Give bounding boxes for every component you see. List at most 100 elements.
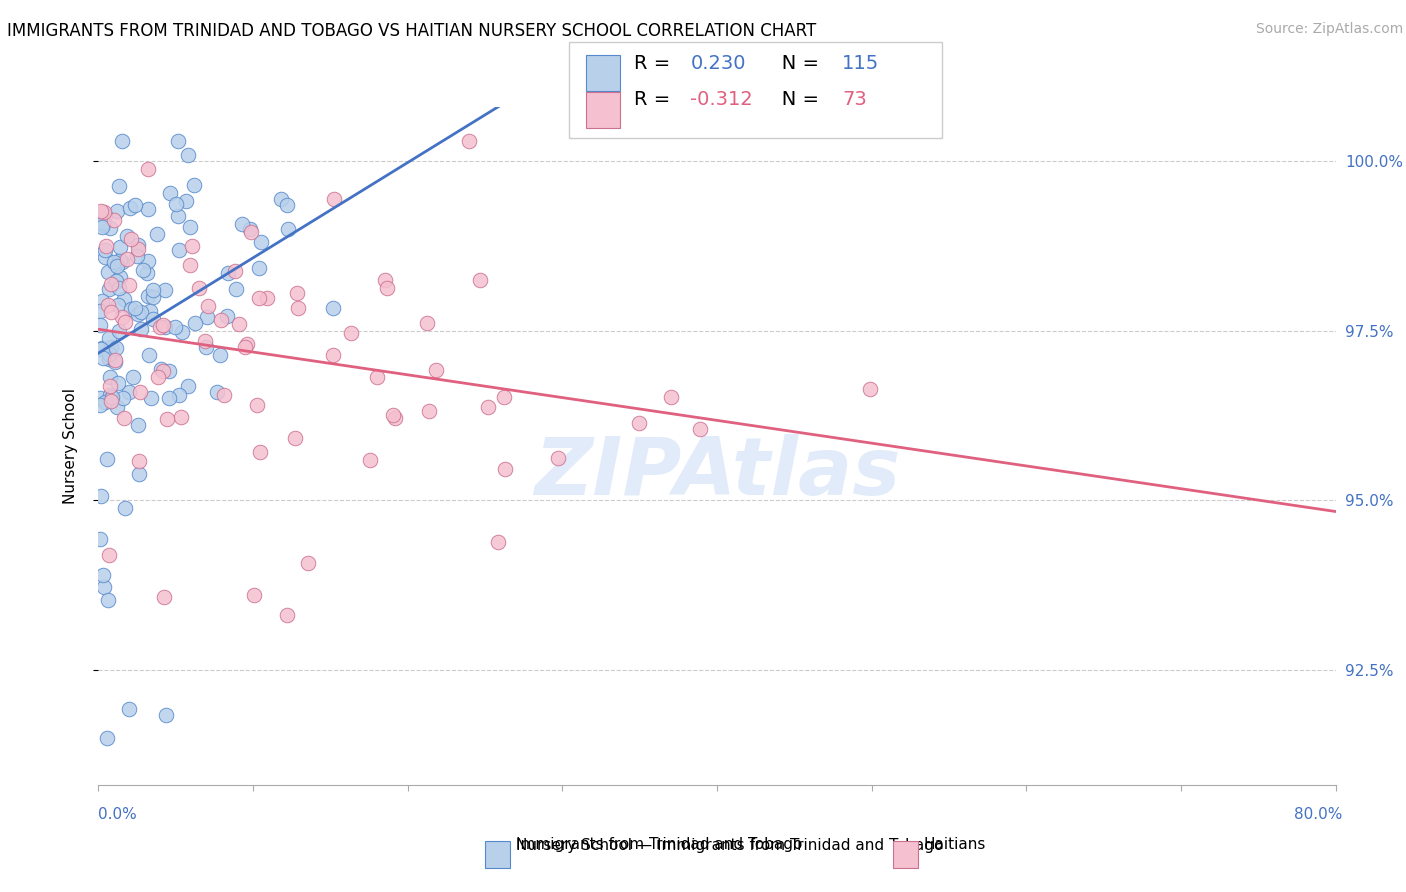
Text: IMMIGRANTS FROM TRINIDAD AND TOBAGO VS HAITIAN NURSERY SCHOOL CORRELATION CHART: IMMIGRANTS FROM TRINIDAD AND TOBAGO VS H… bbox=[7, 22, 817, 40]
Text: Source: ZipAtlas.com: Source: ZipAtlas.com bbox=[1256, 22, 1403, 37]
Point bbox=[94, 250, 117, 264]
Point bbox=[340, 326, 363, 341]
Point bbox=[111, 134, 134, 148]
Y-axis label: Nursery School: Nursery School bbox=[63, 388, 77, 504]
Point bbox=[128, 453, 150, 467]
Point bbox=[159, 186, 181, 201]
Point bbox=[96, 731, 118, 745]
Point bbox=[415, 316, 437, 330]
Point bbox=[225, 282, 247, 296]
Point bbox=[111, 255, 134, 269]
Point bbox=[93, 204, 115, 219]
Point bbox=[165, 196, 187, 211]
Point bbox=[425, 363, 447, 377]
Point bbox=[250, 235, 273, 249]
Point bbox=[103, 213, 125, 227]
Point bbox=[628, 417, 651, 431]
Text: ZIPAtlas: ZIPAtlas bbox=[534, 434, 900, 512]
Point bbox=[153, 319, 176, 334]
Point bbox=[90, 489, 112, 503]
Point bbox=[125, 249, 148, 263]
Text: N =: N = bbox=[763, 54, 825, 72]
Point bbox=[97, 298, 120, 312]
Point bbox=[477, 400, 499, 414]
Point bbox=[120, 231, 142, 245]
Point bbox=[468, 273, 491, 287]
Point bbox=[105, 400, 128, 414]
Point bbox=[91, 220, 114, 235]
Point bbox=[322, 348, 344, 362]
Point bbox=[163, 320, 186, 334]
Point bbox=[100, 221, 122, 235]
Point bbox=[155, 708, 177, 723]
Point bbox=[214, 388, 236, 402]
Point bbox=[98, 347, 121, 361]
Point bbox=[89, 391, 111, 405]
Point bbox=[127, 238, 149, 252]
Point bbox=[157, 364, 180, 378]
Point bbox=[418, 404, 440, 418]
Point bbox=[179, 220, 201, 235]
Point bbox=[124, 301, 146, 315]
Point bbox=[547, 450, 569, 465]
Point bbox=[120, 301, 142, 316]
Text: 0.230: 0.230 bbox=[690, 54, 745, 72]
Point bbox=[122, 370, 145, 384]
Text: N =: N = bbox=[763, 90, 825, 109]
Point bbox=[146, 369, 169, 384]
Point bbox=[152, 364, 174, 378]
Point bbox=[108, 324, 131, 338]
Point bbox=[142, 312, 165, 326]
Point bbox=[108, 270, 131, 285]
Point bbox=[149, 320, 172, 334]
Text: Haitians: Haitians bbox=[924, 837, 986, 852]
Point bbox=[112, 392, 135, 406]
Point bbox=[322, 301, 344, 315]
Text: 0.0%: 0.0% bbox=[98, 807, 138, 822]
Text: Nursery School — Immigrants from Trinidad and Tobago: Nursery School — Immigrants from Trinida… bbox=[516, 838, 943, 854]
Point bbox=[117, 252, 139, 266]
Point bbox=[98, 549, 121, 563]
Point bbox=[184, 317, 207, 331]
Point bbox=[174, 194, 197, 209]
Point bbox=[183, 178, 205, 192]
Point bbox=[486, 535, 509, 549]
Point bbox=[89, 303, 111, 318]
Point bbox=[179, 258, 201, 272]
Point bbox=[105, 204, 128, 219]
Point bbox=[141, 392, 163, 406]
Point bbox=[209, 313, 232, 327]
Point bbox=[142, 290, 165, 304]
Point bbox=[167, 243, 190, 257]
Point bbox=[118, 201, 141, 215]
Point bbox=[114, 315, 136, 329]
Point bbox=[136, 254, 159, 268]
Point bbox=[205, 385, 228, 400]
Point bbox=[100, 369, 122, 384]
Point bbox=[149, 361, 172, 376]
Point bbox=[494, 390, 516, 404]
Point bbox=[129, 322, 152, 336]
Point bbox=[111, 310, 134, 324]
Point bbox=[90, 342, 112, 356]
Text: 115: 115 bbox=[842, 54, 879, 72]
Point bbox=[89, 398, 111, 412]
Point bbox=[152, 318, 174, 332]
Point bbox=[217, 266, 239, 280]
Point bbox=[156, 411, 179, 425]
Point bbox=[127, 418, 149, 433]
Point bbox=[100, 277, 122, 291]
Point bbox=[256, 291, 278, 305]
Text: R =: R = bbox=[634, 54, 676, 72]
Point bbox=[100, 394, 122, 409]
Point bbox=[97, 351, 120, 366]
Point bbox=[93, 243, 115, 257]
Text: Immigrants from Trinidad and Tobago: Immigrants from Trinidad and Tobago bbox=[516, 837, 803, 852]
Point bbox=[114, 500, 136, 515]
Point bbox=[100, 305, 122, 319]
Point bbox=[247, 291, 270, 305]
Point bbox=[129, 305, 152, 319]
Point bbox=[94, 239, 117, 253]
Point bbox=[101, 390, 124, 404]
Point bbox=[138, 304, 160, 318]
